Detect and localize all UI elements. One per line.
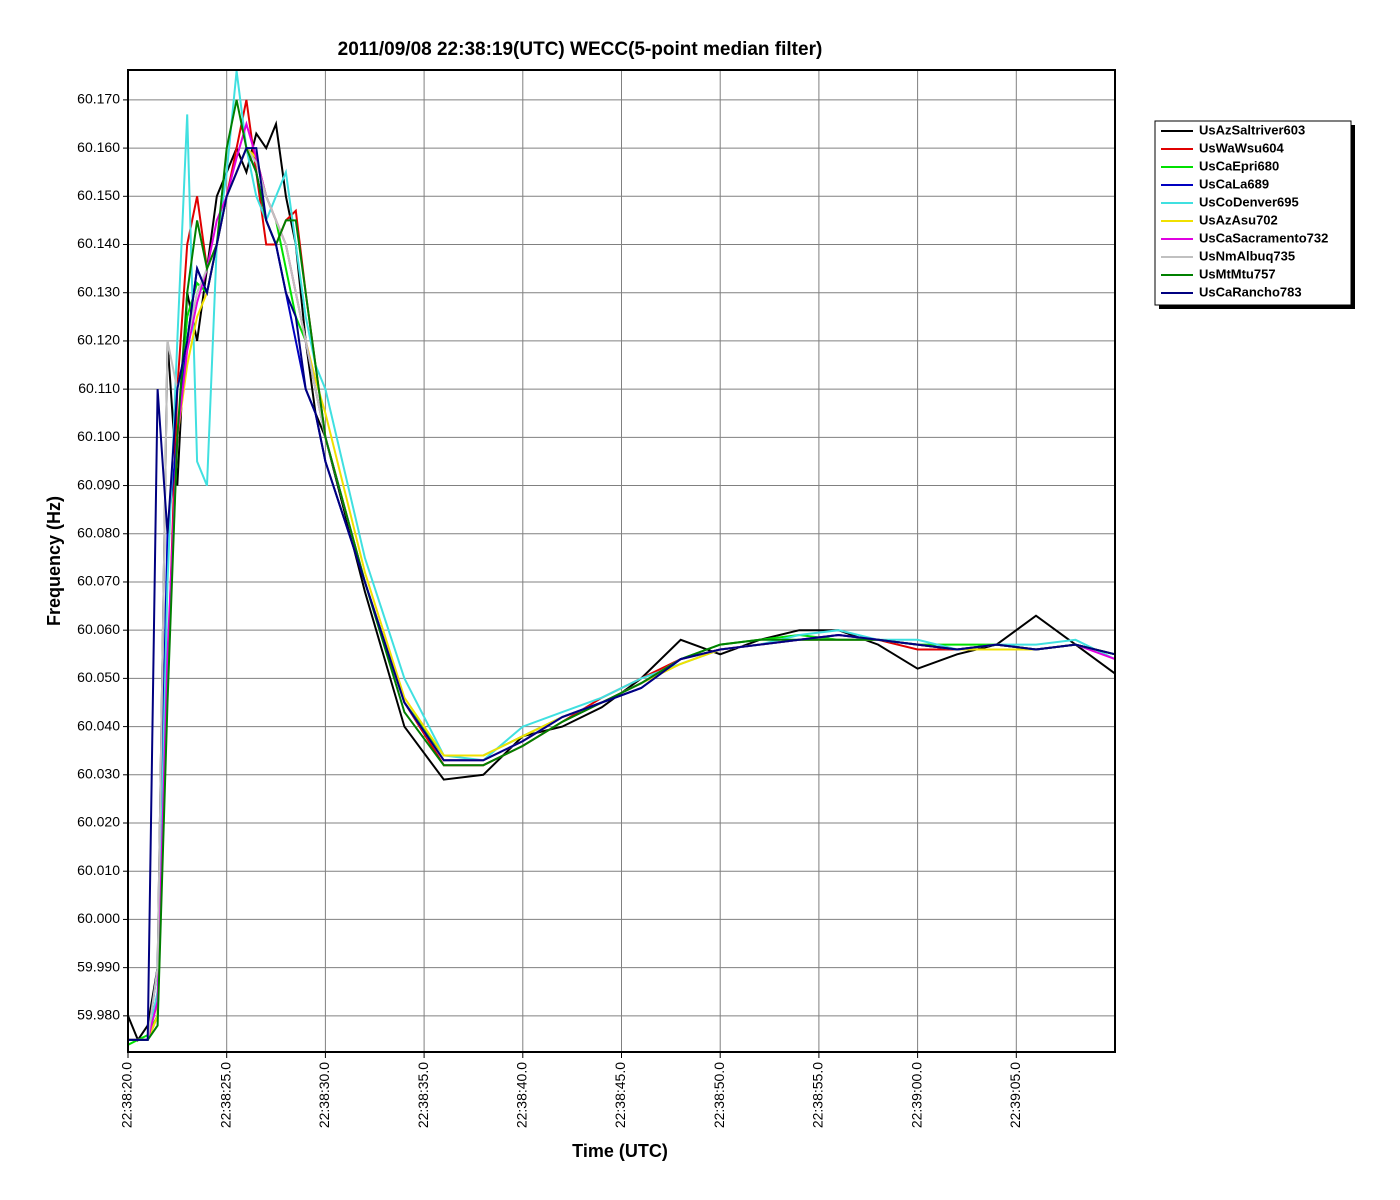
- x-tick-label: 22:38:45.0: [612, 1062, 628, 1128]
- y-tick-label: 59.990: [77, 958, 120, 974]
- legend: UsAzSaltriver603 UsWaWsu604 UsCaEpri680 UsC…: [1154, 120, 1355, 309]
- x-tick-label: 22:38:35.0: [415, 1062, 431, 1128]
- x-axis-label: Time (UTC): [572, 1141, 668, 1161]
- legend-label: UsAzSaltriver603: [1199, 122, 1305, 137]
- legend-label: UsCaEpri680: [1199, 158, 1279, 173]
- chart-title: 2011/09/08 22:38:19(UTC) WECC(5-point me…: [338, 39, 823, 60]
- y-tick-label: 60.070: [77, 573, 120, 589]
- legend-label: UsWaWsu604: [1199, 140, 1285, 155]
- y-tick-label: 60.030: [77, 766, 120, 782]
- y-tick-label: 60.100: [77, 428, 120, 444]
- y-tick-label: 60.160: [77, 139, 120, 155]
- x-tick-label: 22:38:50.0: [711, 1062, 727, 1128]
- x-tick-label: 22:39:05.0: [1007, 1062, 1023, 1128]
- y-tick-label: 60.140: [77, 235, 120, 251]
- y-tick-label: 60.000: [77, 910, 120, 926]
- y-tick-label: 60.080: [77, 524, 120, 540]
- y-tick-label: 60.110: [78, 380, 120, 396]
- legend-label: UsCaLa689: [1199, 176, 1269, 191]
- legend-label: UsCoDenver695: [1199, 194, 1299, 209]
- y-tick-label: 60.020: [77, 814, 120, 830]
- legend-label: UsAzAsu702: [1199, 212, 1278, 227]
- y-tick-label: 60.170: [77, 91, 120, 107]
- y-tick-label: 60.120: [77, 332, 120, 348]
- y-tick-label: 60.090: [77, 476, 120, 492]
- lines: [127, 70, 1116, 1046]
- y-tick-label: 60.050: [77, 669, 120, 685]
- x-tick-label: 22:38:25.0: [217, 1062, 233, 1128]
- series-line: [128, 99, 1116, 1041]
- legend-label: UsCaRancho783: [1199, 284, 1302, 299]
- y-tick-label: 60.010: [77, 862, 120, 878]
- y-tick-label: 59.980: [77, 1007, 120, 1023]
- y-tick-label: 60.040: [77, 717, 120, 733]
- plot-frame: [127, 69, 1116, 1053]
- y-tick-label: 60.060: [77, 621, 120, 637]
- x-tick-label: 22:38:55.0: [810, 1062, 826, 1128]
- legend-label: UsCaSacramento732: [1199, 230, 1328, 245]
- x-tick-label: 22:39:00.0: [908, 1062, 924, 1128]
- series-line: [128, 70, 1116, 1041]
- legend-label: UsNmAlbuq735: [1199, 248, 1295, 263]
- y-axis-label: Frequency (Hz): [44, 496, 64, 626]
- series-line: [128, 147, 1116, 1041]
- x-tick-label: 22:38:30.0: [316, 1062, 332, 1128]
- y-tick-label: 60.150: [77, 187, 120, 203]
- grid: [123, 70, 1115, 1058]
- y-tick-label: 60.130: [77, 283, 120, 299]
- x-tick-label: 22:38:20.0: [119, 1062, 135, 1128]
- legend-label: UsMtMtu757: [1199, 266, 1276, 281]
- x-tick-label: 22:38:40.0: [514, 1062, 530, 1128]
